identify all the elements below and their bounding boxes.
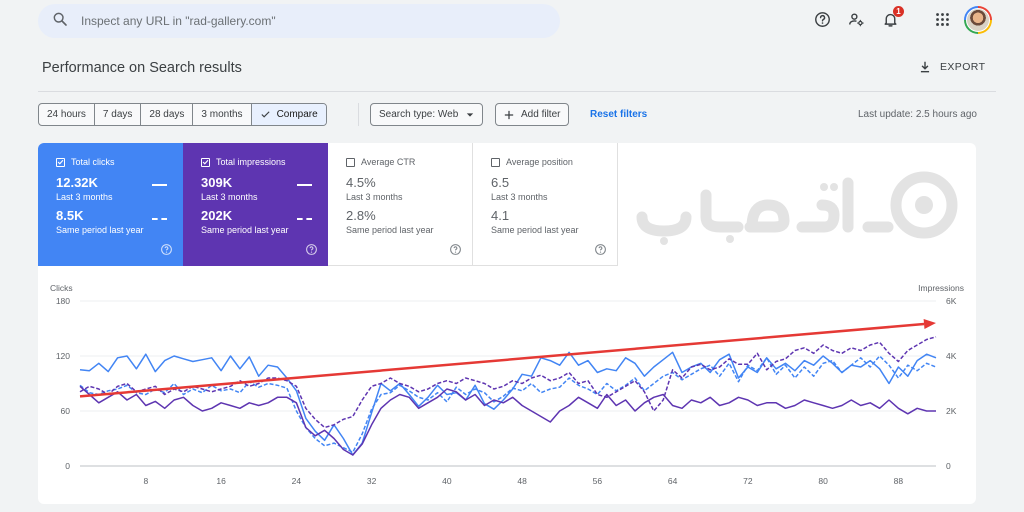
x-tick: 16 <box>216 476 226 486</box>
metric-prev-period: Same period last year <box>346 225 434 235</box>
y-tick-left: 180 <box>56 296 70 306</box>
x-tick: 88 <box>894 476 904 486</box>
last-update-text: Last update: 2.5 hours ago <box>858 109 977 120</box>
metric-period: Last 3 months <box>201 192 258 202</box>
metric-value: 309K <box>201 175 233 190</box>
range-compare[interactable]: Compare <box>251 104 326 125</box>
checkbox-unchecked-icon[interactable] <box>346 157 355 167</box>
download-icon <box>920 61 930 73</box>
checkbox-checked-icon[interactable] <box>56 157 65 167</box>
help-icon[interactable] <box>812 9 832 29</box>
metric-label: Total clicks <box>71 157 115 167</box>
metric-prev-period: Same period last year <box>56 225 144 235</box>
help-circle-icon[interactable] <box>305 243 318 256</box>
add-filter-label: Add filter <box>521 109 561 120</box>
metric-prev-value: 202K <box>201 208 233 223</box>
metric-value: 4.5% <box>346 175 376 190</box>
series-line-right-solid <box>79 385 936 456</box>
x-tick: 8 <box>143 476 148 486</box>
x-tick: 56 <box>593 476 603 486</box>
series-line-right-dashed <box>79 336 937 429</box>
notification-badge: 1 <box>893 6 904 17</box>
checkbox-checked-icon[interactable] <box>201 157 210 167</box>
x-tick: 24 <box>292 476 302 486</box>
trend-arrow-line <box>79 322 925 398</box>
solid-line-legend-icon <box>152 184 167 186</box>
dashed-line-legend-icon <box>152 218 167 220</box>
metric-average-ctr[interactable]: Average CTR 4.5% Last 3 months 2.8% Same… <box>328 143 473 266</box>
check-icon <box>260 111 270 118</box>
x-tick: 72 <box>743 476 753 486</box>
reset-filters-link[interactable]: Reset filters <box>590 109 648 120</box>
metric-prev-value: 2.8% <box>346 208 376 223</box>
metric-value: 6.5 <box>491 175 510 190</box>
help-circle-icon[interactable] <box>594 243 607 256</box>
metric-total-clicks[interactable]: Total clicks 12.32K Last 3 months 8.5K S… <box>38 143 183 266</box>
metric-label: Average CTR <box>361 157 416 167</box>
y-tick-left: 0 <box>65 461 70 471</box>
x-tick: 32 <box>367 476 377 486</box>
y-axis-right-label: Impressions <box>918 283 964 293</box>
metric-label: Average position <box>506 157 573 167</box>
checkbox-unchecked-icon[interactable] <box>491 157 500 167</box>
help-circle-icon[interactable] <box>160 243 173 256</box>
notifications-icon[interactable]: 1 <box>880 6 904 29</box>
metric-value: 12.32K <box>56 175 98 190</box>
watermark-logo <box>636 171 958 245</box>
solid-line-legend-icon <box>297 184 312 186</box>
range-24-hours[interactable]: 24 hours <box>39 104 95 125</box>
series-line-left-solid <box>79 351 937 456</box>
y-tick-left: 120 <box>56 351 70 361</box>
export-button[interactable]: EXPORT <box>918 60 985 74</box>
search-bar[interactable] <box>38 4 560 38</box>
metric-period: Last 3 months <box>346 192 403 202</box>
export-label: EXPORT <box>940 61 986 73</box>
range-3-months[interactable]: 3 months <box>193 104 252 125</box>
dropdown-arrow-icon <box>467 112 474 117</box>
metric-average-position[interactable]: Average position 6.5 Last 3 months 4.1 S… <box>473 143 618 266</box>
y-tick-right: 4K <box>946 351 957 361</box>
metric-total-impressions[interactable]: Total impressions 309K Last 3 months 202… <box>183 143 328 266</box>
help-circle-icon[interactable] <box>449 243 462 256</box>
range-28-days[interactable]: 28 days <box>141 104 194 125</box>
dashed-line-legend-icon <box>297 218 312 220</box>
search-type-label: Search type: Web <box>379 109 459 120</box>
performance-chart: Clicks Impressions 0 0 60 2K 120 4K 180 6K 8 16 24… <box>50 283 964 486</box>
x-tick: 48 <box>517 476 527 486</box>
range-compare-label: Compare <box>276 109 318 120</box>
search-type-dropdown[interactable]: Search type: Web <box>370 103 484 126</box>
metric-prev-period: Same period last year <box>201 225 289 235</box>
user-settings-icon[interactable] <box>846 9 866 29</box>
metric-period: Last 3 months <box>491 192 548 202</box>
plus-icon <box>504 110 514 119</box>
divider <box>38 91 996 92</box>
metric-period: Last 3 months <box>56 192 113 202</box>
metric-prev-period: Same period last year <box>491 225 579 235</box>
series-line-left-dashed <box>79 355 937 454</box>
apps-grid-icon[interactable] <box>932 9 952 29</box>
y-tick-right: 6K <box>946 296 957 306</box>
y-tick-left: 60 <box>61 406 71 416</box>
trend-arrow-head <box>923 319 936 330</box>
y-tick-right: 2K <box>946 406 957 416</box>
metric-prev-value: 4.1 <box>491 208 510 223</box>
metric-label: Total impressions <box>216 157 286 167</box>
y-tick-right: 0 <box>946 461 951 471</box>
metric-prev-value: 8.5K <box>56 208 84 223</box>
x-tick: 80 <box>818 476 828 486</box>
range-7-days[interactable]: 7 days <box>95 104 142 125</box>
performance-card: Total clicks 12.32K Last 3 months 8.5K S… <box>38 143 976 504</box>
page-title: Performance on Search results <box>42 60 242 76</box>
filter-separator <box>358 103 359 126</box>
x-tick: 64 <box>668 476 678 486</box>
x-tick: 40 <box>442 476 452 486</box>
search-input[interactable] <box>81 14 521 28</box>
add-filter-button[interactable]: Add filter <box>495 103 570 126</box>
date-range-selector: 24 hours 7 days 28 days 3 months Compare <box>38 103 327 126</box>
avatar[interactable] <box>964 6 992 34</box>
y-axis-left-label: Clicks <box>50 283 73 293</box>
search-icon <box>52 11 68 32</box>
